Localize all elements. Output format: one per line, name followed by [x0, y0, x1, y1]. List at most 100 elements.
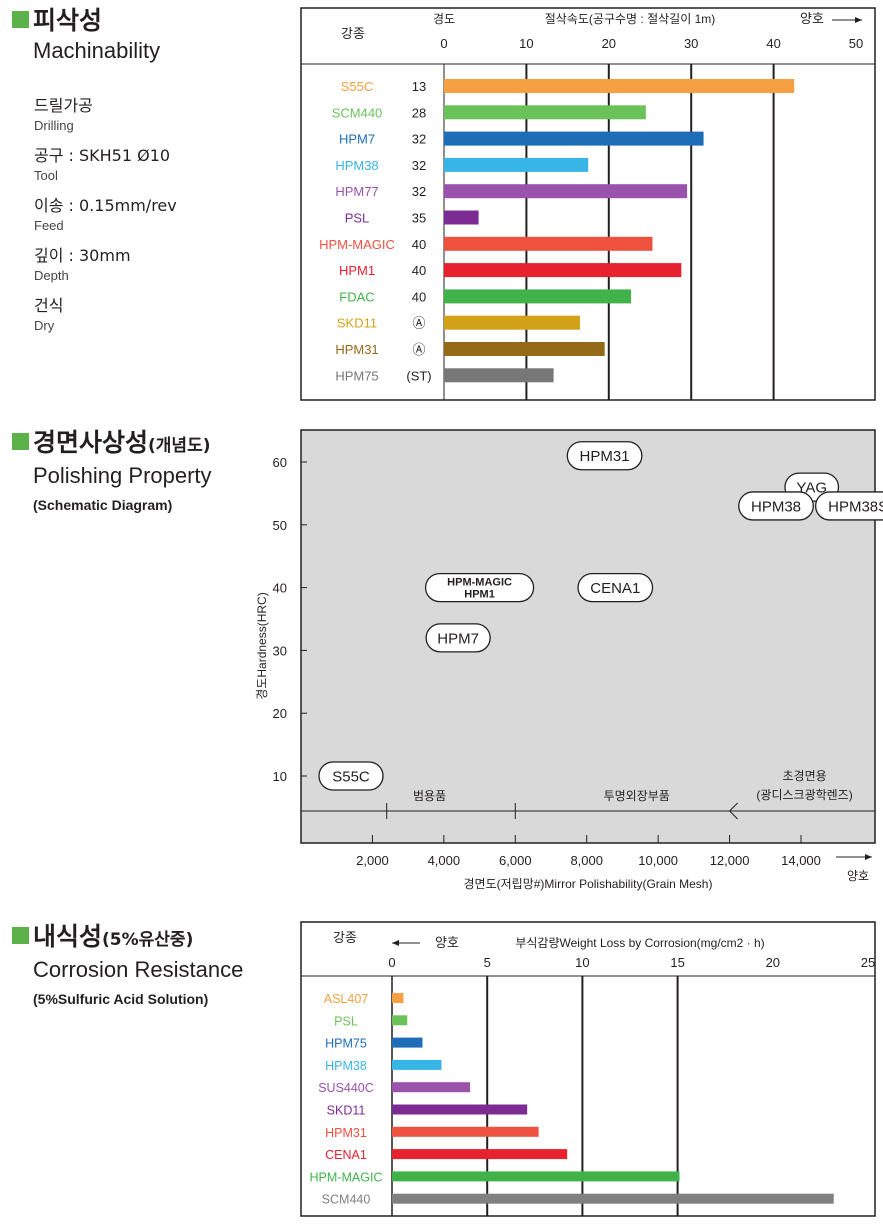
- corrosion-bar: [392, 1037, 423, 1048]
- polishing-zone-label: 초경면용: [782, 769, 826, 783]
- machinability-hardness-label: 32: [412, 158, 426, 173]
- corrosion-subtitle: (5%Sulfuric Acid Solution): [33, 991, 209, 1007]
- green-square-icon: [12, 927, 29, 944]
- condition-drilling-en: Drilling: [34, 118, 74, 133]
- polishing-point-marker: [738, 491, 814, 521]
- condition-dry: 건식: [34, 296, 64, 315]
- polishing-xtick-label: 8,000: [570, 853, 603, 868]
- polishing-point-label: HPM38S: [828, 498, 883, 515]
- corrosion-title-suffix: (5%유산중): [102, 930, 194, 950]
- polishing-title-kr: 경면사상성: [33, 428, 149, 457]
- corrosion-tick-label: 25: [861, 955, 875, 970]
- corrosion-title-kr: 내식성: [33, 922, 103, 951]
- machinability-tick-label: 0: [440, 36, 447, 51]
- machinability-bar: [444, 368, 554, 383]
- polishing-xtick-label: 6,000: [499, 853, 532, 868]
- condition-depth: 깊이 : 30mm: [34, 246, 131, 265]
- corrosion-bar: [392, 1193, 834, 1204]
- machinability-hardness-label: 40: [412, 263, 426, 278]
- machinability-hardness-label: 35: [412, 211, 426, 226]
- corrosion-tick-label: 0: [388, 955, 395, 970]
- corrosion-grade-label: ASL407: [324, 992, 369, 1006]
- polishing-point: HPM31: [566, 441, 643, 471]
- polishing-ytick-label: 10: [273, 769, 287, 784]
- polishing-point-marker: [577, 572, 654, 603]
- machinability-tick-label: 50: [849, 36, 863, 51]
- green-square-icon: [12, 433, 29, 450]
- corrosion-grade-label: HPM31: [325, 1126, 367, 1140]
- polishing-point-marker: [566, 441, 643, 471]
- machinability-bar: [444, 105, 646, 120]
- corrosion-tick-label: 20: [766, 955, 780, 970]
- condition-drilling: 드릴가공: [34, 96, 93, 115]
- corrosion-grade-label: HPM75: [325, 1037, 367, 1051]
- machinability-bar: [444, 289, 632, 304]
- corrosion-grade-label: SKD11: [327, 1104, 366, 1118]
- polishing-subtitle: (Schematic Diagram): [33, 497, 173, 513]
- condition-tool: 공구 : SKH51 Ø10: [34, 146, 171, 165]
- polishing-title-en: Polishing Property: [33, 463, 212, 488]
- condition-tool-en: Tool: [34, 168, 58, 183]
- corrosion-bar: [392, 1015, 408, 1026]
- polishing-xtick-label: 2,000: [356, 853, 389, 868]
- machinability-bar: [444, 157, 589, 172]
- machining-conditions: 드릴가공 Drilling 공구 : SKH51 Ø10 Tool 이송 : 0…: [34, 96, 177, 346]
- corrosion-grade-label: HPM38: [325, 1059, 367, 1073]
- green-square-icon: [12, 11, 29, 28]
- machinability-bar: [444, 342, 605, 356]
- machinability-bar: [444, 236, 653, 251]
- condition-feed-en: Feed: [34, 218, 64, 233]
- polishing-point: CENA1: [577, 572, 654, 603]
- machinability-grade-label: FDAC: [339, 289, 374, 304]
- polishing-zone-label: 투명외장부품: [604, 789, 670, 803]
- corrosion-tick-label: 5: [484, 955, 491, 970]
- corrosion-grade-label: SCM440: [322, 1193, 371, 1207]
- polishing-point-label: S55C: [332, 769, 370, 786]
- machinability-tick-label: 10: [519, 36, 533, 51]
- corrosion-grade-label: HPM-MAGIC: [310, 1170, 383, 1184]
- machinability-grade-label: S55C: [341, 79, 374, 94]
- corrosion-bar: [392, 1126, 539, 1137]
- machinability-grade-label: HPM1: [339, 263, 375, 278]
- corrosion-tick-label: 10: [575, 955, 589, 970]
- polishing-ytick-label: 50: [273, 518, 287, 533]
- polishing-point-label: HPM7: [437, 630, 479, 647]
- machinability-hardness-label: 13: [412, 79, 426, 94]
- machinability-hardness-label: 32: [412, 132, 426, 147]
- corrosion-tick-label: 15: [670, 955, 684, 970]
- machinability-hardness-label: Ⓐ: [412, 342, 425, 357]
- polishing-point-marker: [425, 623, 491, 653]
- machinability-better-arrow-head: [855, 17, 862, 23]
- machinability-grade-label: HPM38: [335, 158, 378, 173]
- machinability-better-label: 양호: [800, 11, 824, 26]
- polishing-xtick-label: 12,000: [710, 853, 750, 868]
- corrosion-bar: [392, 1059, 442, 1070]
- machinability-hardness-label: 40: [412, 289, 426, 304]
- corrosion-bar: [392, 1104, 528, 1115]
- machinability-grade-label: PSL: [345, 211, 370, 226]
- polishing-point: HPM38S: [815, 491, 883, 521]
- machinability-grade-label: HPM31: [335, 342, 378, 357]
- machinability-bar: [444, 131, 704, 146]
- polishing-ylabel: 경도Hardness(HRC): [255, 592, 269, 699]
- polishing-point-label: HPM38: [751, 498, 801, 515]
- machinability-title-kr: 피삭성: [33, 6, 103, 35]
- machinability-hardness-label: Ⓐ: [412, 316, 425, 331]
- machinability-bar: [444, 79, 795, 93]
- polishing-ytick-label: 30: [273, 643, 287, 658]
- polishing-better-label: 양호: [847, 869, 869, 883]
- corrosion-bar: [392, 1082, 471, 1093]
- polishing-point: HPM38: [738, 491, 814, 521]
- polishing-xtick-label: 4,000: [428, 853, 461, 868]
- machinability-frame: [300, 7, 876, 401]
- polishing-point-marker: [424, 572, 535, 603]
- polishing-point-marker: [815, 491, 883, 521]
- polishing-xlabel: 경면도(저립망#)Mirror Polishability(Grain Mesh…: [464, 877, 713, 891]
- machinability-hardness-label: 40: [412, 237, 426, 252]
- machinability-bar: [444, 263, 682, 278]
- machinability-bar: [444, 210, 479, 225]
- polishing-point-label: HPM31: [580, 448, 630, 465]
- polishing-zone-bracket: [728, 802, 738, 820]
- machinability-title-en: Machinability: [33, 38, 161, 63]
